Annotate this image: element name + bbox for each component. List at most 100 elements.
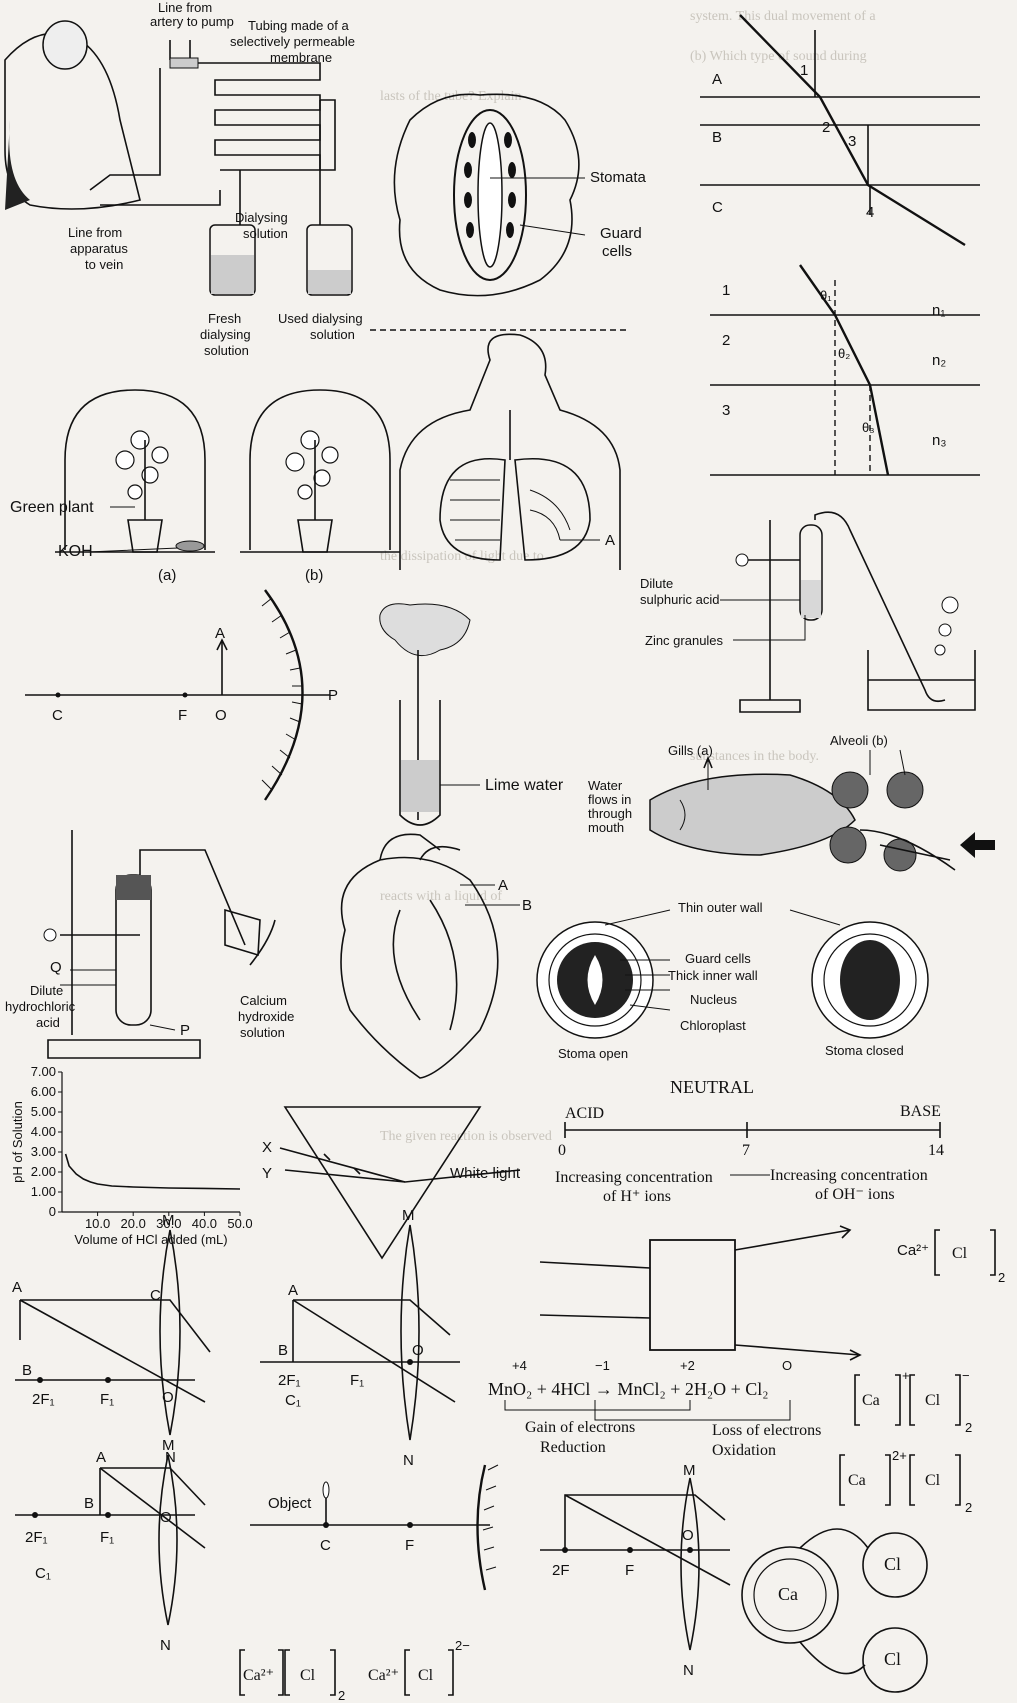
lewis-sub-1: 2 (965, 1420, 972, 1435)
lime-water-label: Lime water (485, 777, 564, 794)
ionic-bond-atoms: Ca Cl Cl (741, 1528, 928, 1693)
refr1-3: 3 (848, 133, 856, 150)
bottom-ca-1: Ca²⁺ (243, 1667, 274, 1684)
ox-2: +2 (680, 1358, 695, 1373)
svg-text:reacts with a liquid of: reacts with a liquid of (380, 889, 502, 904)
box-sub: 2 (998, 1270, 1005, 1285)
redox-reaction: MnO₂ + 4HCl → MnCl₂ + 2H₂O + Cl₂ (488, 1379, 769, 1399)
refr1-B: B (712, 129, 722, 146)
lens1-B: B (22, 1362, 32, 1379)
ph-y-tick-label: 5.00 (31, 1104, 56, 1119)
refr2-1: 1 (722, 282, 730, 299)
heart-B: B (522, 897, 532, 914)
bottom-formulas: Ca²⁺ Cl 2 Ca²⁺ Cl 2− (239, 1638, 470, 1703)
theta3: θ₃ (862, 420, 875, 435)
concave-F: F (405, 1537, 414, 1554)
green-plant-label: Green plant (10, 499, 94, 516)
mirror-A: A (215, 625, 225, 642)
water-label: Water flows in through mouth (588, 778, 632, 835)
lens-diagram-3: A M B 2F₁ F₁ C₁ O N (15, 1437, 206, 1654)
lens3-M: M (162, 1437, 175, 1454)
dilute-hcl-label: Dilute hydrochloric acid (5, 983, 76, 1030)
dialysis-fresh-label: Fresh dialysing solution (200, 311, 251, 358)
white-light-label: White light (450, 1165, 521, 1182)
lens1-A: A (12, 1279, 22, 1296)
lens3-N: N (160, 1637, 171, 1654)
heart-A: A (498, 877, 508, 894)
lens1-F: F₁ (100, 1391, 114, 1408)
lungs-diagram: A (399, 333, 621, 570)
bottom-cl-1: Cl (300, 1667, 316, 1684)
ph-y-tick-label: 7.00 (31, 1064, 56, 1079)
ph-y-tick-label: 4.00 (31, 1124, 56, 1139)
bottom-cl-2: Cl (418, 1667, 434, 1684)
lens1-M: M (162, 1212, 175, 1229)
lime-water-test: Lime water (379, 603, 564, 826)
acid-label: ACID (565, 1105, 604, 1122)
heart-diagram: A B (340, 833, 532, 1079)
koh-label: KOH (58, 543, 93, 560)
lens1-C: C (150, 1287, 161, 1304)
refraction-layers-diagram: 1 2 3 θ₁ θ₂ θ₃ n₁ n₂ n₃ (710, 264, 980, 476)
lewis-ca-2: Ca (848, 1472, 866, 1489)
lens1-O: O (162, 1389, 174, 1406)
thick-inner-wall-label: Thick inner wall (668, 968, 758, 983)
refr1-C: C (712, 199, 723, 216)
gills-label: Gills (a) (668, 743, 713, 758)
chloroplast-label: Chloroplast (680, 1018, 746, 1033)
ph-7: 7 (742, 1142, 750, 1159)
zinc-acid-setup: Dilute sulphuric acid Zinc granules (640, 511, 976, 713)
refraction-slab-diagram: A B C 1 2 3 4 (700, 14, 980, 247)
ph-curve (64, 1153, 241, 1190)
lens4-O: O (682, 1527, 694, 1544)
object-label: Object (268, 1495, 312, 1512)
lens3-F: F₁ (100, 1529, 114, 1546)
ph-14: 14 (928, 1142, 944, 1159)
refr2-3: 3 (722, 402, 730, 419)
stoma-closed-label: Stoma closed (825, 1043, 904, 1058)
zinc-granules-label: Zinc granules (645, 633, 724, 648)
box-ca: Ca²⁺ (897, 1242, 929, 1259)
prism-diagram: X Y White light (262, 1106, 521, 1260)
lens-diagram-4: M 2F F O N (540, 1462, 731, 1679)
ph-chart: 0 1.00 2.00 3.00 4.00 5.00 6.00 7.00 10.0 20.0 30.… (10, 1064, 253, 1247)
lens4-2F: 2F (552, 1562, 570, 1579)
nucleus-label: Nucleus (690, 992, 737, 1007)
bottom-2minus: 2− (455, 1638, 470, 1653)
jar-a-label: (a) (158, 567, 176, 584)
lens2-F: F₁ (350, 1372, 364, 1389)
atom-cl-1: Cl (884, 1554, 901, 1574)
reduction-label: Reduction (540, 1439, 606, 1456)
ox-4: +4 (512, 1358, 527, 1373)
svg-text:substances in the body.: substances in the body. (690, 749, 819, 764)
lens2-2F: 2F₁ (278, 1372, 301, 1389)
concave-C: C (320, 1537, 331, 1554)
refr1-A: A (712, 71, 722, 88)
lens3-B: B (84, 1495, 94, 1512)
lens4-F: F (625, 1562, 634, 1579)
caoh-label: Calcium hydroxide solution (238, 993, 294, 1040)
lewis-minus: − (962, 1368, 970, 1383)
base-label: BASE (900, 1103, 941, 1120)
prism-Y: Y (262, 1165, 272, 1182)
ph-y-tick-label: 0 (49, 1204, 56, 1219)
lens-diagram-1: A M C B 2F₁ F₁ O N (12, 1212, 211, 1466)
ox-0: O (782, 1358, 792, 1373)
guard-cells-label: Guard cells (600, 225, 642, 260)
lewis-cl-1: Cl (925, 1392, 941, 1409)
hcl-carbonate-setup: Q Dilute hydrochloric acid P Calcium hydrox… (5, 830, 294, 1059)
theta1: θ₁ (820, 288, 832, 303)
stomata-label: Stomata (590, 169, 647, 186)
lens4-M: M (683, 1462, 696, 1479)
jar-b-label: (b) (305, 567, 323, 584)
ox-m1: −1 (595, 1358, 610, 1373)
prism-X: X (262, 1139, 272, 1156)
ph-0: 0 (558, 1142, 566, 1159)
refr1-1: 1 (800, 62, 808, 79)
mirror-F: F (178, 707, 187, 724)
lens1-N: N (165, 1449, 176, 1466)
lens3-C: C₁ (35, 1565, 51, 1582)
convex-mirror-diagram: A C F O P (25, 589, 338, 801)
dialysis-line-artery-label: Line from artery to pump (150, 0, 234, 29)
ph-x-tick-label: 40.0 (192, 1216, 217, 1231)
